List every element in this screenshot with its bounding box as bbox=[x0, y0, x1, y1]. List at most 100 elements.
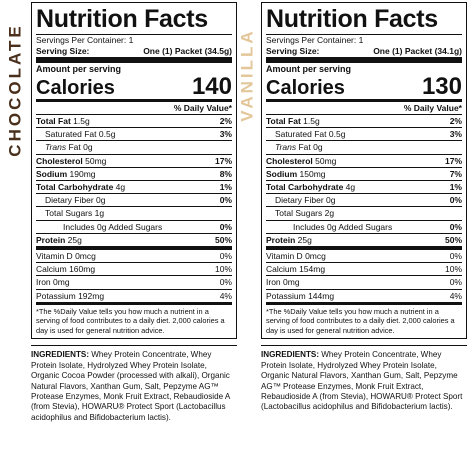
daily-value: 4% bbox=[219, 290, 232, 301]
nutrient-amount: 0g bbox=[96, 195, 106, 206]
daily-value: 1% bbox=[449, 182, 462, 193]
total-sugars-row: Total Sugars 1g bbox=[36, 206, 232, 219]
daily-value: 10% bbox=[214, 264, 232, 275]
nutrient-label: Total Sugars bbox=[275, 208, 323, 219]
nutrient-label: Total Sugars bbox=[45, 208, 93, 219]
nutrient-label: Dietary Fiber bbox=[275, 195, 324, 206]
potassium-row: Potassium 192mg 4% bbox=[36, 288, 232, 305]
serving-size-value: One (1) Packet (34.5g) bbox=[143, 46, 232, 56]
added-sugars-row: Includes 0g Added Sugars 0% bbox=[36, 219, 232, 233]
daily-value: 0% bbox=[219, 251, 232, 262]
nutrient-label: Sodium bbox=[266, 168, 298, 179]
chocolate-flavor-label: CHOCOLATE bbox=[6, 10, 26, 170]
protein-row: Protein 25g 50% bbox=[266, 232, 462, 246]
nutrient-amount: 50mg bbox=[85, 155, 107, 166]
nutrient-label: Iron bbox=[266, 277, 281, 288]
nutrient-amount: 25g bbox=[67, 234, 82, 245]
nutrient-amount: 1.5g bbox=[73, 116, 90, 126]
ingredients-label: INGREDIENTS: bbox=[31, 350, 90, 360]
nutrition-facts-title: Nutrition Facts bbox=[36, 5, 232, 35]
nutrient-amount: 0mcg bbox=[305, 251, 326, 262]
nutrition-facts-title: Nutrition Facts bbox=[266, 5, 462, 35]
calories-value: 130 bbox=[421, 73, 462, 100]
daily-value: 4% bbox=[449, 290, 462, 301]
total-fat-row: Total Fat 1.5g 2% bbox=[36, 114, 232, 127]
nutrient-amount: 160mg bbox=[69, 264, 96, 275]
calcium-row: Calcium 154mg 10% bbox=[266, 262, 462, 275]
daily-value: 1% bbox=[219, 182, 232, 193]
ingredients-list: INGREDIENTS: Whey Protein Concentrate, W… bbox=[31, 345, 237, 423]
nutrient-label: Total Fat bbox=[36, 116, 71, 126]
nutrient-amount: 0.5g bbox=[98, 129, 116, 140]
trans-fat-row: Trans Fat 0g bbox=[266, 140, 462, 153]
nutrient-amount: 0mg bbox=[283, 277, 300, 288]
nutrient-label: Calcium bbox=[266, 264, 297, 275]
nutrition-facts-box: Nutrition Facts Servings Per Container: … bbox=[31, 2, 237, 340]
nutrient-label: Cholesterol bbox=[36, 155, 83, 166]
nutrient-amount: 0mg bbox=[53, 277, 70, 288]
servings-per-container: Servings Per Container: 1 bbox=[266, 35, 364, 45]
daily-value: 3% bbox=[449, 129, 462, 140]
daily-value: 0% bbox=[219, 221, 232, 232]
nutrient-label: Potassium bbox=[266, 290, 306, 301]
daily-value: 2% bbox=[449, 116, 462, 126]
daily-value: 2% bbox=[219, 116, 232, 126]
nutrient-label: Iron bbox=[36, 277, 51, 288]
nutrient-amount: 1g bbox=[94, 208, 105, 219]
daily-value: 0% bbox=[449, 277, 462, 288]
total-fat-row: Total Fat 1.5g 2% bbox=[266, 114, 462, 127]
nutrient-label: Vitamin D bbox=[266, 251, 303, 262]
nutrient-label: Total Carbohydrate bbox=[266, 182, 344, 193]
vitamin-d-row: Vitamin D 0mcg 0% bbox=[266, 246, 462, 262]
daily-value: 0% bbox=[449, 251, 462, 262]
iron-row: Iron 0mg 0% bbox=[36, 275, 232, 288]
vanilla-flavor-label: VANILLA bbox=[238, 10, 258, 140]
nutrient-label: Total Carbohydrate bbox=[36, 182, 114, 193]
daily-value: 7% bbox=[449, 168, 462, 179]
daily-value: 0% bbox=[219, 195, 232, 206]
nutrient-amount: Fat 0g bbox=[298, 142, 323, 153]
amount-per-serving: Amount per serving bbox=[266, 64, 352, 74]
ingredients-label: INGREDIENTS: bbox=[261, 350, 320, 360]
daily-value: 3% bbox=[219, 129, 232, 140]
nutrient-amount: 190mg bbox=[69, 168, 96, 179]
nutrient-amount: 2g bbox=[324, 208, 335, 219]
nutrient-label: Sodium bbox=[36, 168, 68, 179]
nutrient-label: Saturated Fat bbox=[275, 129, 327, 140]
nutrient-amount: 0mcg bbox=[75, 251, 96, 262]
total-carbohydrate-row: Total Carbohydrate 4g 1% bbox=[36, 180, 232, 193]
trans-fat-row: Trans Fat 0g bbox=[36, 140, 232, 153]
ingredients-text: Whey Protein Concentrate, Whey Protein I… bbox=[261, 350, 463, 412]
servings-per-container: Servings Per Container: 1 bbox=[36, 35, 134, 45]
total-carbohydrate-row: Total Carbohydrate 4g 1% bbox=[266, 180, 462, 193]
nutrient-amount: Fat 0g bbox=[68, 142, 93, 153]
chocolate-flavor-text: CHOCOLATE bbox=[6, 23, 25, 157]
ingredients-list: INGREDIENTS: Whey Protein Concentrate, W… bbox=[261, 345, 467, 412]
added-sugars-text: Includes 0g Added Sugars bbox=[63, 221, 163, 232]
serving-size-value: One (1) Packet (34.1g) bbox=[373, 46, 462, 56]
nutrient-amount: 0g bbox=[326, 195, 336, 206]
nutrition-facts-box: Nutrition Facts Servings Per Container: … bbox=[261, 2, 467, 340]
serving-size-label: Serving Size: bbox=[36, 46, 90, 56]
nutrient-label: Potassium bbox=[36, 290, 76, 301]
daily-value: 0% bbox=[219, 277, 232, 288]
saturated-fat-row: Saturated Fat 0.5g 3% bbox=[266, 127, 462, 140]
vanilla-nutrition-panel: Nutrition Facts Servings Per Container: … bbox=[261, 2, 467, 413]
nutrient-amount: 4g bbox=[115, 182, 126, 193]
nutrient-amount: 50mg bbox=[315, 155, 337, 166]
daily-value-footnote: *The %Daily Value tells you how much a n… bbox=[266, 306, 455, 335]
daily-value: 0% bbox=[449, 195, 462, 206]
added-sugars-text: Includes 0g Added Sugars bbox=[293, 221, 393, 232]
nutrient-label: Protein bbox=[266, 234, 296, 245]
nutrient-label: Calcium bbox=[36, 264, 67, 275]
nutrient-amount: 4g bbox=[345, 182, 356, 193]
calories-label: Calories bbox=[266, 77, 345, 99]
nutrient-label: Trans bbox=[275, 142, 297, 153]
nutrient-label: Dietary Fiber bbox=[45, 195, 94, 206]
serving-size: Serving Size: One (1) Packet (34.1g) bbox=[266, 46, 462, 63]
nutrient-label: Trans bbox=[45, 142, 67, 153]
daily-value-header: % Daily Value* bbox=[173, 103, 232, 113]
daily-value: 17% bbox=[214, 155, 232, 166]
nutrient-amount: 192mg bbox=[78, 290, 105, 301]
nutrient-label: Cholesterol bbox=[266, 155, 313, 166]
